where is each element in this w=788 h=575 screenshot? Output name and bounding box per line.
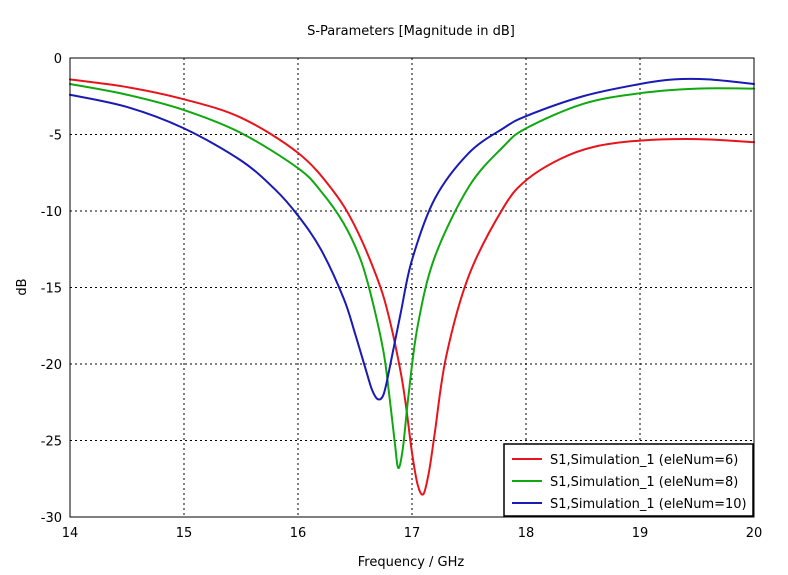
x-tick-label: 17 xyxy=(404,526,421,541)
legend-label: S1,Simulation_1 (eleNum=10) xyxy=(550,497,747,512)
x-tick-label: 19 xyxy=(632,526,649,541)
chart-title: S-Parameters [Magnitude in dB] xyxy=(307,24,515,39)
series-line-3 xyxy=(69,77,755,401)
legend-label: S1,Simulation_1 (eleNum=6) xyxy=(550,453,738,468)
tick-labels: 14 15 16 17 18 19 20 0 -5 -10 -15 -20 -25 -30 xyxy=(41,52,763,541)
y-axis-title: dB xyxy=(15,278,30,295)
series-group xyxy=(69,77,755,496)
series-line-2 xyxy=(69,83,755,470)
legend-box xyxy=(503,443,754,517)
y-tick-label: -5 xyxy=(49,129,62,144)
y-tick-label: -25 xyxy=(41,435,62,450)
y-tick-label: -10 xyxy=(41,205,62,220)
y-tick-label: -15 xyxy=(41,282,62,297)
x-axis-title: Frequency / GHz xyxy=(358,555,465,570)
legend: S1,Simulation_1 (eleNum=6) S1,Simulation_… xyxy=(503,443,754,517)
y-tick-label: -30 xyxy=(41,511,62,526)
grid xyxy=(70,58,754,517)
series-line-1 xyxy=(69,78,755,496)
plot-frame xyxy=(69,57,755,518)
y-tick-label: -20 xyxy=(41,358,62,373)
x-tick-label: 16 xyxy=(290,526,307,541)
x-tick-label: 14 xyxy=(62,526,79,541)
legend-label: S1,Simulation_1 (eleNum=8) xyxy=(550,475,738,490)
y-tick-label: 0 xyxy=(54,52,62,67)
x-tick-label: 15 xyxy=(176,526,193,541)
x-tick-label: 18 xyxy=(518,526,535,541)
x-tick-label: 20 xyxy=(746,526,763,541)
